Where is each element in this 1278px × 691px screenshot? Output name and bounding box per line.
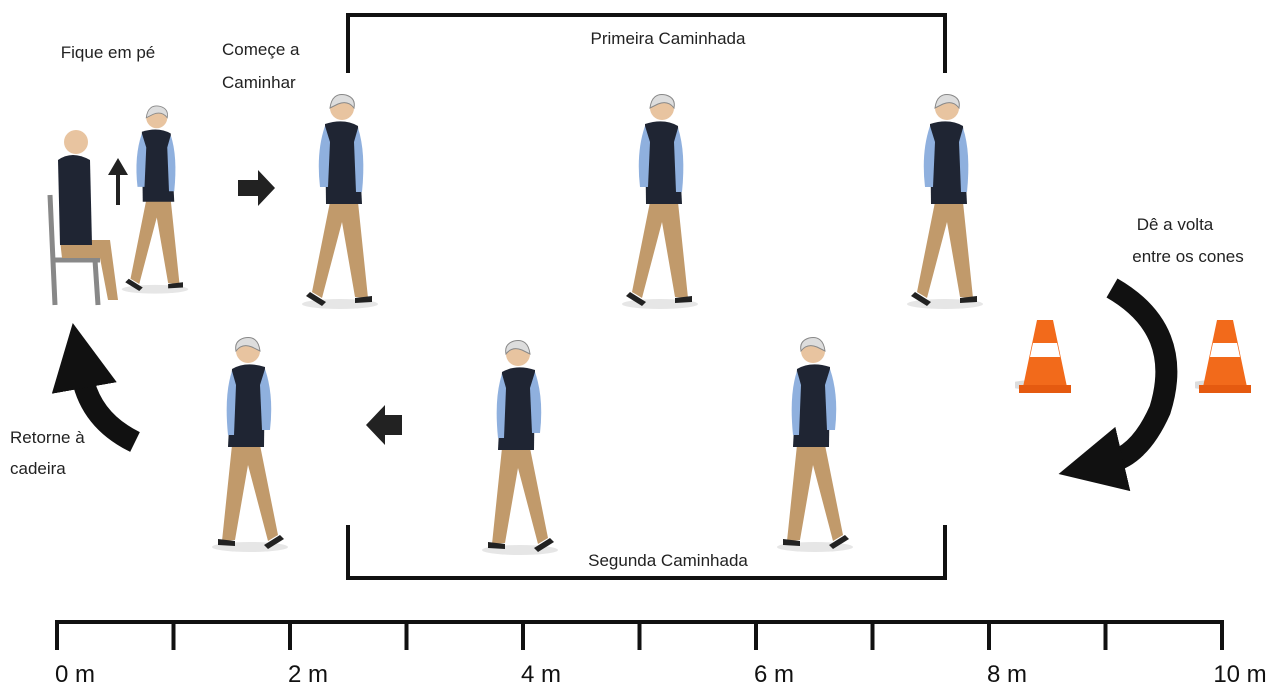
scale-label: 0 m — [55, 661, 95, 686]
scale-label: 8 m — [987, 661, 1027, 686]
illustration — [47, 13, 1251, 580]
step-label: cadeira — [10, 459, 66, 478]
step-label: Dê a volta — [1137, 215, 1214, 234]
distance-scale: 0 m 2 m 4 m 6 m 8 m 10 m — [55, 620, 1267, 688]
step-label: Caminhar — [222, 73, 296, 92]
scale-label: 10 m — [1213, 661, 1266, 686]
step-label: Começe a — [222, 40, 300, 59]
scale-label: 2 m — [288, 661, 328, 686]
step-label: Fique em pé — [61, 43, 156, 62]
step-label: entre os cones — [1132, 247, 1244, 266]
step-label: Retorne à — [10, 428, 85, 447]
step-label: Segunda Caminhada — [588, 551, 748, 570]
scale-label: 4 m — [521, 661, 561, 686]
step-label: Primeira Caminhada — [591, 29, 746, 48]
scale-label: 6 m — [754, 661, 794, 686]
